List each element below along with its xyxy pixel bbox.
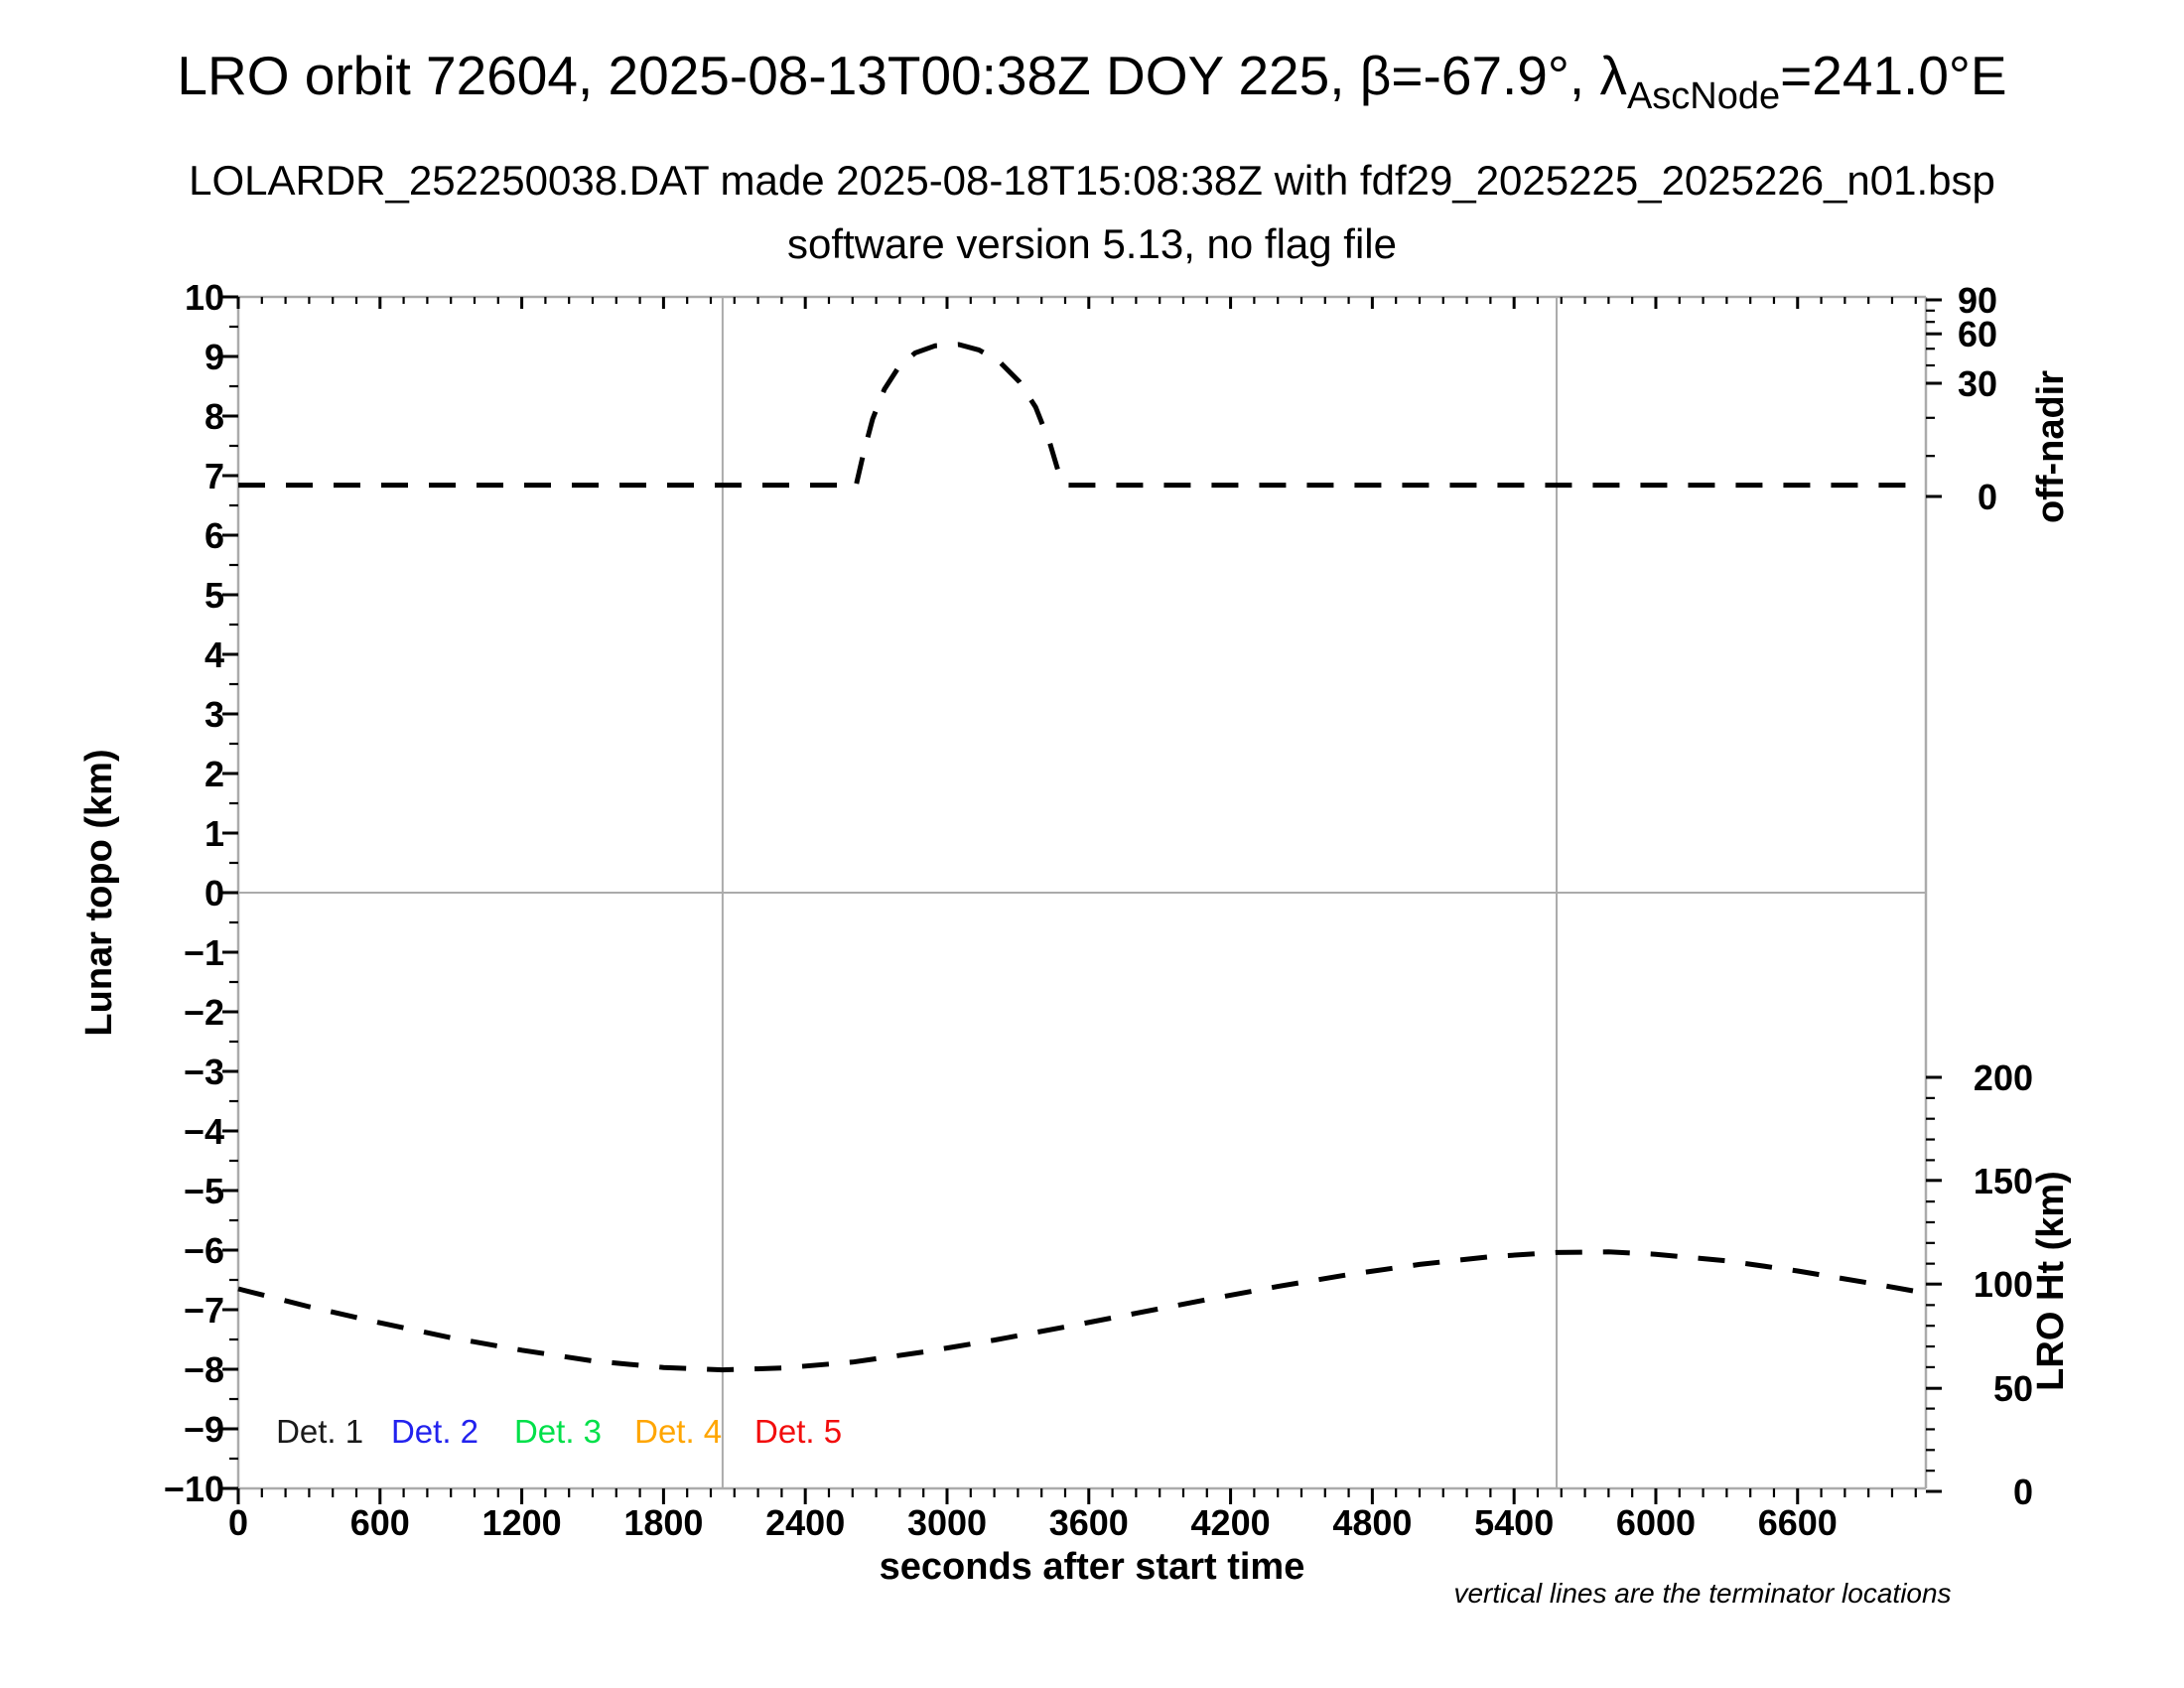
lroht-tick-label: 100 <box>1974 1264 2033 1305</box>
y-left-tick-label: 6 <box>205 515 224 556</box>
legend-det-3: Det. 3 <box>514 1413 602 1450</box>
x-tick-label: 4200 <box>1191 1502 1271 1543</box>
x-tick-label: 5400 <box>1474 1502 1554 1543</box>
y-left-tick-label: 10 <box>185 277 224 318</box>
lroht-tick-label: 150 <box>1974 1161 2033 1201</box>
terminator-note: vertical lines are the terminator locati… <box>1453 1578 1951 1609</box>
y-right-lroht-axis-title: LRO Ht (km) <box>2030 1171 2072 1391</box>
y-left-tick-label: 5 <box>205 575 224 616</box>
y-left-tick-label: −4 <box>184 1111 224 1152</box>
plot-subtitle-file: LOLARDR_252250038.DAT made 2025-08-18T15… <box>189 157 1995 204</box>
plot-subtitle-version: software version 5.13, no flag file <box>786 220 1397 267</box>
offnadir-tick-label: 30 <box>1958 363 1997 404</box>
y-left-tick-label: −10 <box>164 1469 224 1509</box>
y-left-tick-label: 0 <box>205 873 224 914</box>
y-left-tick-label: 1 <box>205 813 224 854</box>
y-left-tick-label: −2 <box>184 992 224 1033</box>
plot-title: LRO orbit 72604, 2025-08-13T00:38Z DOY 2… <box>0 44 2184 118</box>
y-left-tick-label: −5 <box>184 1171 224 1211</box>
y-left-tick-label: 7 <box>205 456 224 496</box>
x-tick-label: 3000 <box>907 1502 987 1543</box>
lroht-tick-label: 200 <box>1974 1057 2033 1098</box>
offnadir-tick-label: 60 <box>1958 314 1997 354</box>
x-tick-label: 3600 <box>1049 1502 1129 1543</box>
offnadir-tick-label: 0 <box>1978 477 1997 517</box>
y-left-tick-label: −6 <box>184 1230 224 1271</box>
legend-det-2: Det. 2 <box>391 1413 478 1450</box>
y-left-axis-title: Lunar topo (km) <box>78 749 120 1036</box>
y-left-tick-label: 3 <box>205 694 224 735</box>
x-tick-label: 6000 <box>1616 1502 1696 1543</box>
y-left-tick-label: 9 <box>205 337 224 377</box>
plot-title-tail: =241.0°E <box>1780 45 2007 106</box>
y-left-tick-label: −1 <box>184 932 224 973</box>
y-left-tick-label: −7 <box>184 1290 224 1331</box>
legend-det-5: Det. 5 <box>754 1413 842 1450</box>
lro-height-curve <box>237 1249 1926 1373</box>
legend-det-4: Det. 4 <box>634 1413 722 1450</box>
x-tick-label: 0 <box>228 1502 248 1543</box>
plot-title-subscript: AscNode <box>1626 75 1781 117</box>
lroht-tick-label: 50 <box>1993 1368 2033 1409</box>
y-left-tick-label: −9 <box>184 1409 224 1450</box>
legend-det-1: Det. 1 <box>276 1413 363 1450</box>
y-right-offnadir-axis-title: off-nadir <box>2030 370 2072 523</box>
x-tick-label: 4800 <box>1332 1502 1412 1543</box>
y-left-tick-label: 2 <box>205 754 224 794</box>
x-tick-label: 1800 <box>623 1502 703 1543</box>
y-left-tick-label: 4 <box>205 634 224 675</box>
x-tick-label: 6600 <box>1758 1502 1838 1543</box>
lroht-tick-label: 0 <box>2013 1472 2033 1512</box>
x-axis-title: seconds after start time <box>880 1546 1305 1588</box>
x-tick-label: 600 <box>350 1502 410 1543</box>
offnadir-tick-label: 90 <box>1958 280 1997 321</box>
off-nadir-curve <box>238 342 1926 489</box>
plot-title-main: LRO orbit 72604, 2025-08-13T00:38Z DOY 2… <box>177 45 1627 106</box>
y-left-tick-label: −3 <box>184 1052 224 1092</box>
y-left-tick-label: 8 <box>205 396 224 437</box>
x-tick-label: 1200 <box>482 1502 562 1543</box>
y-left-tick-label: −8 <box>184 1349 224 1390</box>
x-tick-label: 2400 <box>765 1502 845 1543</box>
